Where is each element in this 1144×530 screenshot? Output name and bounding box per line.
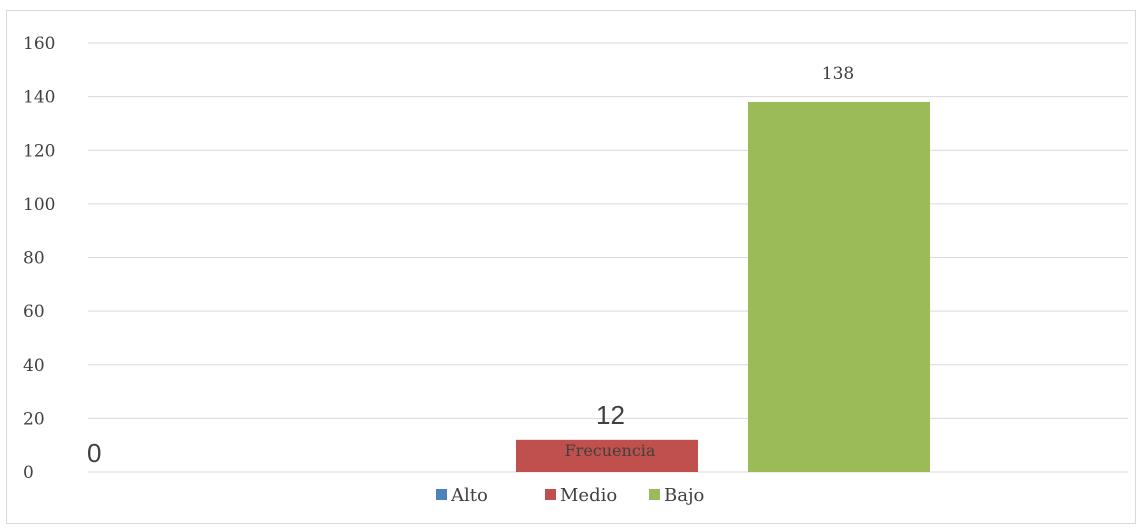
y-tick-label: 0 bbox=[23, 463, 34, 483]
chart-frame bbox=[6, 10, 1136, 524]
data-label-medio: 12 bbox=[596, 400, 625, 430]
legend: Alto Medio Bajo bbox=[436, 485, 704, 506]
data-label-bajo: 138 bbox=[822, 64, 854, 84]
y-tick-label: 80 bbox=[23, 249, 45, 269]
bar-medio bbox=[516, 439, 698, 472]
legend-swatch-bajo bbox=[649, 489, 660, 500]
y-tick-label: 20 bbox=[23, 409, 45, 429]
data-labels: 0 12 138 Frecuencia bbox=[87, 64, 854, 468]
legend-swatch-alto bbox=[436, 489, 447, 500]
y-axis-ticks: 160 140 120 100 80 60 40 20 0 bbox=[23, 34, 55, 483]
legend-label-bajo: Bajo bbox=[664, 485, 704, 506]
legend-label-alto: Alto bbox=[450, 485, 488, 506]
bars bbox=[516, 101, 930, 473]
legend-swatch-medio bbox=[545, 489, 556, 500]
y-tick-label: 140 bbox=[23, 88, 55, 108]
y-tick-label: 40 bbox=[23, 356, 45, 376]
data-label-alto: 0 bbox=[87, 438, 101, 468]
y-tick-label: 120 bbox=[23, 141, 55, 161]
y-tick-label: 160 bbox=[23, 34, 55, 54]
category-label: Frecuencia bbox=[565, 441, 656, 460]
legend-label-medio: Medio bbox=[560, 485, 617, 506]
y-tick-label: 100 bbox=[23, 195, 55, 215]
y-tick-label: 60 bbox=[23, 302, 45, 322]
bar-bajo bbox=[748, 101, 930, 473]
